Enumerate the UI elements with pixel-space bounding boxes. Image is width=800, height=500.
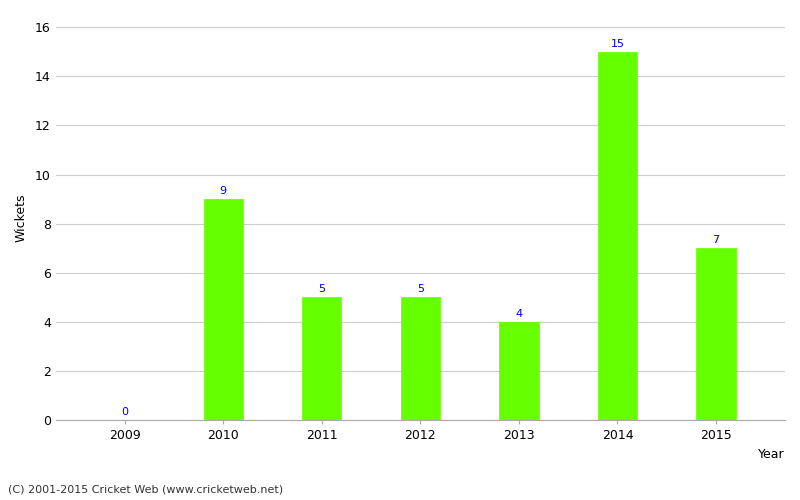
Text: 15: 15 [610, 39, 625, 49]
Bar [401, 298, 440, 420]
Text: 7: 7 [713, 236, 719, 246]
Text: 0: 0 [121, 407, 128, 417]
Text: Year: Year [758, 448, 785, 462]
Text: (C) 2001-2015 Cricket Web (www.cricketweb.net): (C) 2001-2015 Cricket Web (www.cricketwe… [8, 485, 283, 495]
Text: 5: 5 [318, 284, 326, 294]
Bar [696, 248, 736, 420]
Bar [598, 52, 637, 420]
Bar [302, 298, 342, 420]
Bar [203, 199, 243, 420]
Text: 5: 5 [417, 284, 424, 294]
Text: 9: 9 [220, 186, 226, 196]
Y-axis label: Wickets: Wickets [15, 194, 28, 242]
Text: 4: 4 [515, 309, 522, 319]
Bar [499, 322, 538, 420]
